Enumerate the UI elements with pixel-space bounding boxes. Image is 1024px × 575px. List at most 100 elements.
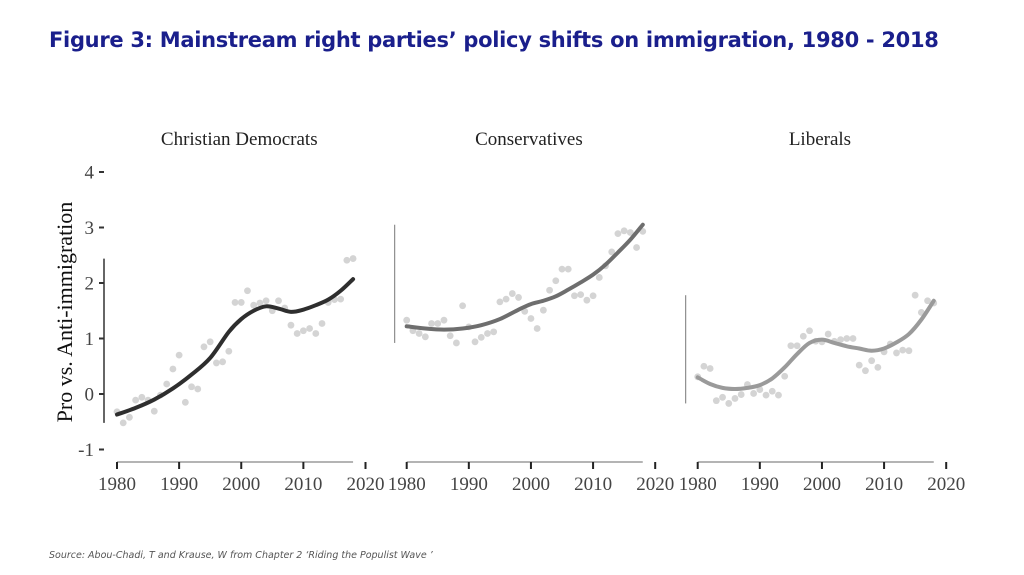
data-point: [564, 265, 572, 273]
data-point: [256, 299, 264, 307]
data-point: [349, 255, 357, 262]
data-point: [725, 400, 733, 407]
data-point: [924, 297, 931, 305]
x-tick-label: 1980: [679, 474, 717, 495]
trend-line: [115, 277, 356, 417]
data-point: [428, 320, 435, 327]
data-point: [855, 361, 863, 369]
data-point: [132, 396, 140, 404]
data-point: [843, 335, 851, 342]
data-point: [119, 419, 127, 427]
data-point: [446, 332, 454, 340]
data-point: [484, 330, 491, 337]
y-tick-label: 3: [85, 218, 95, 239]
data-point: [614, 230, 622, 238]
y-tick-label: 2: [85, 274, 95, 295]
data-point: [169, 365, 177, 373]
data-point: [849, 335, 857, 342]
data-point: [337, 295, 345, 303]
data-point: [893, 349, 900, 357]
data-point: [781, 372, 789, 380]
data-point: [577, 291, 585, 299]
x-tick-label: 1980: [388, 474, 426, 495]
data-point: [231, 299, 239, 306]
data-point: [312, 330, 320, 337]
data-point: [477, 333, 485, 341]
data-point: [911, 291, 919, 299]
data-point: [293, 330, 301, 337]
data-point: [527, 315, 535, 322]
x-tick-label: 2000: [803, 474, 841, 495]
x-tick-label: 1990: [160, 474, 198, 495]
data-point: [502, 295, 510, 303]
trend-line: [695, 298, 936, 392]
data-point: [262, 297, 270, 305]
data-point: [608, 248, 616, 256]
data-point: [633, 244, 640, 251]
y-tick-label: 0: [85, 385, 95, 406]
data-point: [868, 357, 876, 365]
data-point: [490, 328, 498, 336]
data-point: [237, 299, 245, 306]
data-point: [750, 390, 758, 397]
data-point: [558, 265, 566, 273]
data-point: [762, 391, 770, 399]
panel-title: Conservatives: [475, 129, 583, 150]
data-point: [299, 327, 307, 335]
data-point: [824, 330, 832, 338]
data-point: [219, 358, 227, 366]
data-point: [799, 332, 807, 340]
data-point: [552, 277, 560, 285]
data-point: [768, 387, 776, 395]
data-point: [533, 325, 541, 332]
y-tick-label: 4: [85, 163, 95, 184]
data-point: [250, 301, 258, 309]
data-point: [150, 407, 158, 415]
data-point: [181, 398, 189, 406]
data-point: [421, 333, 429, 341]
data-point: [546, 286, 553, 294]
data-point: [515, 294, 522, 301]
data-point: [862, 367, 869, 375]
data-point: [620, 227, 628, 235]
data-point: [731, 395, 739, 402]
data-point: [459, 302, 467, 310]
trend-line: [404, 222, 645, 332]
panel-christian-democrats: Christian Democrats 1980 1990 2000 2010 2020: [98, 129, 385, 495]
data-point: [539, 306, 547, 314]
data-point: [787, 342, 795, 350]
x-tick-label: 2010: [284, 474, 322, 495]
data-point: [440, 316, 448, 324]
panel-title: Liberals: [789, 129, 851, 150]
x-tick-label: 2010: [865, 474, 903, 495]
data-point: [571, 292, 578, 300]
source-note: Source: Abou-Chadi, T and Krause, W from…: [49, 550, 433, 561]
data-point: [194, 385, 202, 393]
x-tick-label: 1990: [741, 474, 779, 495]
data-point: [756, 386, 764, 393]
data-point: [275, 297, 282, 305]
data-point: [793, 342, 801, 350]
y-axis-label: Pro vs. Anti-immigration: [52, 202, 77, 423]
panels: Pro vs. Anti-immigration-101234Christian…: [52, 129, 965, 495]
x-tick-label: 2020: [636, 474, 674, 495]
panel-liberals: Liberals 1980 1990 2000 2010 2020: [679, 129, 966, 495]
data-point: [403, 316, 411, 324]
panel-conservatives: Conservatives 1980 1990 2000 2010 2020: [388, 129, 675, 495]
x-tick-label: 2020: [927, 474, 965, 495]
x-tick-label: 2020: [347, 474, 385, 495]
data-point: [434, 320, 442, 327]
data-point: [874, 363, 882, 371]
data-point: [719, 393, 726, 401]
data-point: [595, 274, 603, 281]
x-tick-label: 1980: [98, 474, 136, 495]
data-point: [899, 346, 907, 354]
data-point: [471, 338, 479, 346]
figure-title: Figure 3: Mainstream right parties’ poli…: [49, 28, 939, 52]
data-point: [583, 296, 591, 304]
data-point: [712, 397, 720, 405]
data-point: [126, 413, 133, 421]
data-point: [163, 380, 171, 388]
data-point: [138, 393, 146, 401]
